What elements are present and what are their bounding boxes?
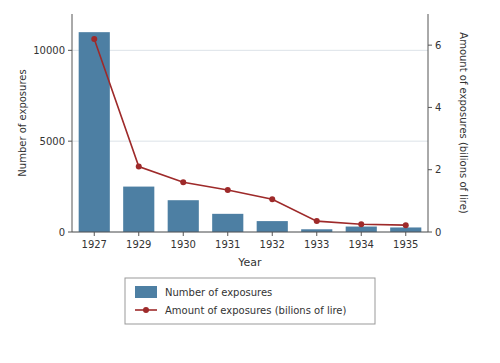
x-tick-label: 1929 xyxy=(126,239,151,250)
y-tick xyxy=(68,50,72,51)
y-tick-label: 10000 xyxy=(33,45,65,56)
grid xyxy=(72,50,428,232)
axes: 1927 1929 1930 1931 1932 1933 1934 1935 0 5000 100… xyxy=(33,14,441,250)
marker xyxy=(403,222,409,228)
y2-tick xyxy=(428,169,432,170)
y-axis-title: Number of exposures xyxy=(17,69,28,176)
x-tick-label: 1934 xyxy=(349,239,374,250)
x-tick-label: 1935 xyxy=(393,239,418,250)
y-tick-label: 5000 xyxy=(40,136,65,147)
marker xyxy=(358,221,364,227)
x-tick xyxy=(94,232,95,236)
legend: Number of exposures Amount of exposures (… xyxy=(125,278,375,324)
grid-line xyxy=(72,141,428,142)
marker xyxy=(269,196,275,202)
legend-marker xyxy=(143,307,149,313)
marker xyxy=(91,36,97,42)
legend-label: Amount of exposures (bilions of lire) xyxy=(165,305,346,316)
legend-box xyxy=(125,278,375,324)
y2-tick-label: 6 xyxy=(435,40,441,51)
y2-tick-label: 2 xyxy=(435,164,441,175)
bar xyxy=(346,227,377,232)
marker xyxy=(225,187,231,193)
bar xyxy=(123,187,154,232)
x-tick xyxy=(138,232,139,236)
grid-line xyxy=(72,232,428,233)
plot-area xyxy=(79,32,422,232)
y2-tick xyxy=(428,107,432,108)
y-axis-line xyxy=(72,14,73,232)
bar xyxy=(79,32,110,232)
grid-line xyxy=(72,50,428,51)
legend-swatch xyxy=(135,286,157,298)
y2-tick xyxy=(428,232,432,233)
bar xyxy=(257,221,288,232)
x-tick-label: 1932 xyxy=(260,239,285,250)
legend-label: Number of exposures xyxy=(165,287,272,298)
x-axis-title: Year xyxy=(237,256,262,269)
y2-tick-label: 4 xyxy=(435,102,441,113)
y-tick xyxy=(68,141,72,142)
x-tick-label: 1927 xyxy=(82,239,107,250)
x-tick-label: 1930 xyxy=(171,239,196,250)
y-tick xyxy=(68,232,72,233)
x-tick xyxy=(183,232,184,236)
x-tick xyxy=(405,232,406,236)
y2-tick xyxy=(428,45,432,46)
y2-axis-title: Amount of exposures (bilions of lire) xyxy=(458,32,469,213)
bar xyxy=(212,214,243,232)
marker xyxy=(314,218,320,224)
y2-tick-label: 0 xyxy=(435,227,441,238)
marker xyxy=(180,179,186,185)
x-axis-line xyxy=(72,232,428,233)
chart: 1927 1929 1930 1931 1932 1933 1934 1935 0 5000 100… xyxy=(0,0,500,363)
x-tick-label: 1931 xyxy=(215,239,240,250)
x-tick xyxy=(361,232,362,236)
bar xyxy=(168,200,199,232)
x-tick xyxy=(227,232,228,236)
x-tick-label: 1933 xyxy=(304,239,329,250)
x-tick xyxy=(316,232,317,236)
marker xyxy=(136,164,142,170)
y2-axis-line xyxy=(428,14,429,232)
x-tick xyxy=(272,232,273,236)
y-tick-label: 0 xyxy=(59,227,65,238)
line xyxy=(94,39,406,225)
